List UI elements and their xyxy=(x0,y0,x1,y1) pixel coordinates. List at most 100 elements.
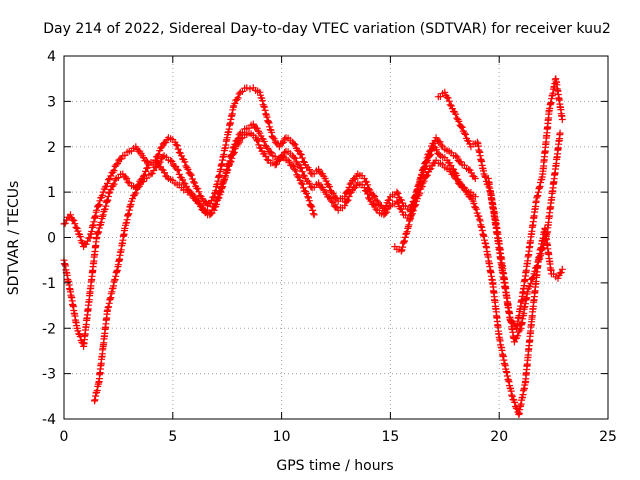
data-point-trail xyxy=(411,178,424,203)
data-point-trail xyxy=(464,191,476,203)
data-point xyxy=(93,206,101,214)
axis-ticks: 0 5 10 15 20 25 -4 -3 -2 -1 0 1 2 3 4 xyxy=(42,49,617,445)
data-point-trail xyxy=(180,186,190,194)
y-axis-label: SDTVAR / TECUs xyxy=(6,181,22,296)
data-point-trail xyxy=(213,180,226,204)
data-point-trail xyxy=(86,235,100,293)
data-point-trail xyxy=(460,161,471,172)
data-point-trail xyxy=(402,202,412,213)
data-point-trail xyxy=(100,189,113,216)
grid-lines xyxy=(64,56,608,419)
data-point-trail xyxy=(394,199,406,216)
data-point-trail xyxy=(466,166,478,181)
data-point-trail xyxy=(185,169,197,186)
data-point-trail xyxy=(68,214,80,231)
data-point-trail xyxy=(263,113,276,140)
data-point-trail xyxy=(135,178,147,190)
data-point xyxy=(558,116,566,123)
data-point-trail xyxy=(361,187,374,203)
data-point-trail xyxy=(224,103,237,139)
data-point-trail xyxy=(310,167,320,178)
data-point-trail xyxy=(418,159,431,179)
data-point xyxy=(167,156,175,164)
data-point-trail xyxy=(231,90,243,107)
data-point xyxy=(206,211,214,219)
data-point-trail xyxy=(546,76,559,112)
data-point-trail xyxy=(512,326,524,343)
data-point xyxy=(328,188,336,196)
data-point-trail xyxy=(496,335,509,370)
data-point xyxy=(393,197,401,205)
data-point-trail xyxy=(133,145,145,157)
data-point-trail xyxy=(61,213,73,227)
data-point-trail xyxy=(233,135,245,148)
data-point-trail xyxy=(238,84,249,95)
data-point-trail xyxy=(257,132,269,149)
data-point-trail xyxy=(253,136,265,152)
data-point xyxy=(297,179,305,187)
data-point-trail xyxy=(467,189,477,199)
data-point-trail xyxy=(349,172,360,184)
data-point-trail xyxy=(431,144,443,158)
data-point-trail xyxy=(342,189,354,206)
data-point xyxy=(450,165,457,173)
data-point-trail xyxy=(128,144,138,155)
data-point-trail xyxy=(246,85,254,93)
data-point-trail xyxy=(194,199,206,214)
data-point xyxy=(184,165,192,173)
x-tick-label: 10 xyxy=(273,429,291,445)
data-point-trail xyxy=(342,180,354,197)
series-track-f xyxy=(484,129,564,346)
data-point-trail xyxy=(247,130,257,139)
data-point-trail xyxy=(322,190,334,202)
data-point-trail xyxy=(87,208,100,238)
y-tick-label: -3 xyxy=(42,367,56,383)
data-point-trail xyxy=(305,194,317,218)
data-point-trail xyxy=(513,289,527,330)
data-points xyxy=(60,75,566,418)
data-point-trail xyxy=(280,154,290,164)
data-point-trail xyxy=(361,178,374,194)
y-tick-label: -1 xyxy=(42,276,56,292)
data-point xyxy=(173,165,181,173)
data-point-trail xyxy=(207,201,219,218)
data-point xyxy=(471,175,479,182)
data-point-trail xyxy=(310,181,320,191)
data-point-trail xyxy=(389,200,399,208)
data-point-trail xyxy=(502,368,516,399)
data-point-trail xyxy=(296,150,308,166)
data-point-trail xyxy=(114,155,125,168)
data-point-trail xyxy=(121,148,131,159)
data-point-trail xyxy=(220,162,233,185)
data-point-trail xyxy=(441,145,451,154)
data-point xyxy=(556,129,564,137)
data-point xyxy=(112,161,120,169)
data-point xyxy=(423,156,431,164)
data-point-trail xyxy=(172,141,184,157)
data-point-trail xyxy=(271,153,281,164)
data-point-trail xyxy=(296,164,308,180)
data-point-trail xyxy=(489,280,503,338)
data-point-trail xyxy=(447,149,457,159)
data-point-trail xyxy=(67,291,81,330)
data-point-trail xyxy=(470,200,483,220)
x-tick-label: 25 xyxy=(599,429,617,445)
data-point-trail xyxy=(241,131,251,139)
data-point-trail xyxy=(284,148,294,158)
y-tick-label: -4 xyxy=(42,412,56,428)
data-point-trail xyxy=(168,157,180,170)
data-point-trail xyxy=(517,290,531,329)
data-point-trail xyxy=(284,134,294,144)
data-point-trail xyxy=(114,170,125,182)
data-point xyxy=(393,188,401,196)
data-point-trail xyxy=(555,269,565,279)
data-point-trail xyxy=(394,190,406,207)
series-track-c xyxy=(91,129,318,405)
data-point-trail xyxy=(451,169,463,185)
x-tick-label: 5 xyxy=(168,429,177,445)
data-point xyxy=(524,288,531,296)
data-point xyxy=(432,134,440,142)
data-point-trail xyxy=(292,167,304,184)
data-point xyxy=(212,197,220,205)
data-point-trail xyxy=(485,178,498,220)
